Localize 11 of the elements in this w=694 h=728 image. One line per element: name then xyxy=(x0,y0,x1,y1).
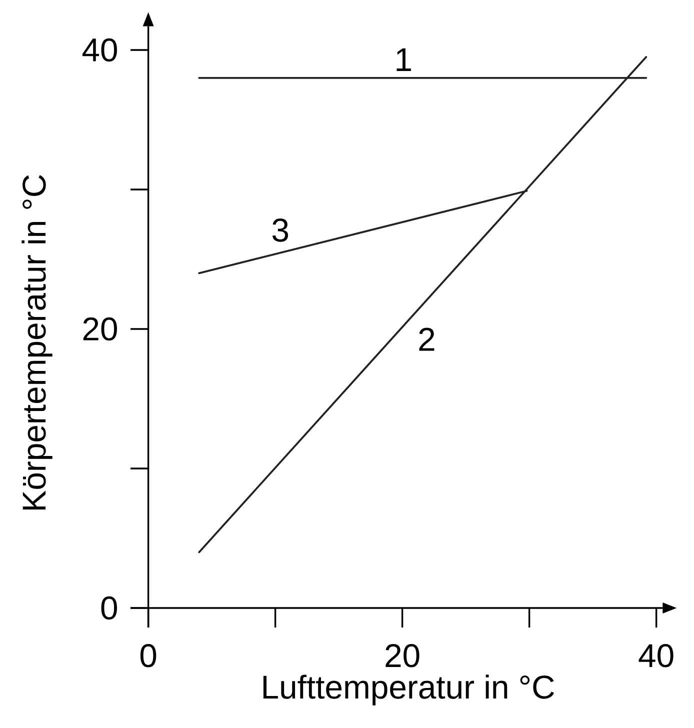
x-tick-label: 40 xyxy=(638,644,674,668)
y-tick-label: 40 xyxy=(82,38,117,62)
series-label: 3 xyxy=(272,218,288,242)
y-axis-title: Körpertemperatur in °C xyxy=(22,175,52,510)
y-tick-label: 20 xyxy=(83,317,117,341)
y-tick-label: 0 xyxy=(101,596,117,620)
series-label: 1 xyxy=(396,48,411,71)
x-tick-label: 20 xyxy=(386,644,420,668)
x-axis-title: Lufttemperatur in °C xyxy=(263,674,554,706)
x-tick-label: 0 xyxy=(140,644,156,668)
series-label: 2 xyxy=(419,328,434,351)
